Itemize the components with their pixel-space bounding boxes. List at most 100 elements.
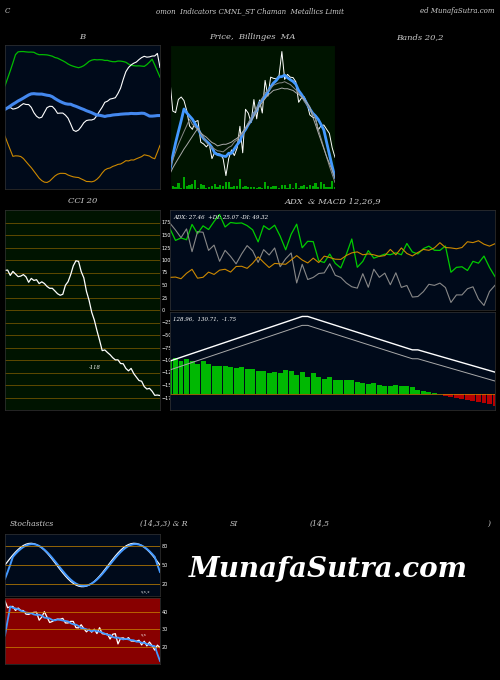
Bar	[372, 383, 376, 394]
Bar	[283, 370, 288, 394]
Bar	[298, 188, 300, 189]
Bar	[244, 369, 250, 394]
Bar	[278, 373, 282, 394]
Bar	[272, 372, 277, 394]
Bar	[217, 366, 222, 394]
Bar	[256, 371, 260, 394]
Bar	[328, 377, 332, 394]
Bar	[355, 381, 360, 394]
Bar	[202, 185, 204, 189]
Text: B: B	[80, 33, 86, 41]
Bar	[222, 367, 228, 394]
Bar	[266, 373, 272, 394]
Bar	[178, 360, 184, 394]
Bar	[322, 184, 325, 189]
Text: Stochastics: Stochastics	[10, 520, 54, 528]
Bar	[410, 388, 415, 394]
Bar	[230, 187, 232, 189]
Bar	[322, 379, 326, 394]
Bar	[190, 361, 194, 394]
Bar	[331, 181, 334, 189]
Text: Bands 20,2: Bands 20,2	[396, 33, 444, 41]
Bar	[250, 369, 255, 394]
Bar	[399, 386, 404, 394]
Bar	[200, 361, 205, 394]
Bar	[350, 379, 354, 394]
Bar	[338, 380, 343, 394]
Bar	[421, 391, 426, 394]
Bar	[316, 377, 321, 394]
Bar	[205, 188, 208, 189]
Bar	[168, 360, 172, 394]
Bar	[326, 187, 328, 189]
Bar	[465, 394, 470, 400]
Bar	[186, 186, 188, 189]
Text: 128.96,  130.71,  -1.75: 128.96, 130.71, -1.75	[174, 317, 236, 322]
Bar	[242, 188, 244, 189]
Bar	[228, 182, 230, 189]
Bar	[192, 184, 194, 189]
Bar	[366, 384, 371, 394]
Bar	[320, 182, 322, 189]
Bar	[303, 185, 306, 189]
Bar	[470, 394, 476, 401]
Bar	[208, 188, 210, 189]
Text: MunafaSutra.com: MunafaSutra.com	[188, 556, 468, 583]
Bar	[388, 386, 393, 394]
Bar	[197, 188, 199, 189]
Bar	[333, 381, 338, 394]
Bar	[432, 393, 437, 394]
Bar	[487, 394, 492, 405]
Bar	[305, 377, 310, 394]
Bar	[317, 187, 320, 189]
Bar	[308, 186, 311, 189]
Bar	[184, 359, 189, 394]
Text: C: C	[5, 7, 10, 15]
Bar	[173, 358, 178, 394]
Text: ed MunafaSutra.com: ed MunafaSutra.com	[420, 7, 495, 15]
Bar	[261, 371, 266, 394]
Bar	[482, 394, 486, 403]
Bar	[178, 183, 180, 189]
Bar	[174, 187, 176, 189]
Bar	[267, 186, 269, 189]
Bar	[492, 394, 498, 405]
Bar	[222, 186, 224, 189]
Bar	[253, 188, 255, 189]
Bar	[233, 186, 235, 189]
Text: SI: SI	[230, 520, 238, 528]
Bar	[382, 386, 388, 394]
Bar	[256, 188, 258, 189]
Bar	[234, 368, 238, 394]
Bar	[300, 186, 302, 189]
Bar	[195, 364, 200, 394]
Bar	[454, 394, 459, 398]
Bar	[172, 186, 174, 189]
Bar	[404, 386, 409, 394]
Bar	[236, 186, 238, 189]
Bar	[261, 188, 264, 189]
Bar	[300, 371, 304, 394]
Bar	[239, 180, 241, 189]
Bar	[448, 394, 454, 396]
Bar	[443, 394, 448, 396]
Text: (14,5: (14,5	[310, 520, 330, 528]
Bar	[306, 187, 308, 189]
Bar	[239, 367, 244, 394]
Bar	[416, 390, 420, 394]
Bar	[194, 180, 196, 189]
Text: ADX  & MACD 12,26,9: ADX & MACD 12,26,9	[284, 197, 381, 205]
Bar	[212, 366, 216, 394]
Bar	[247, 188, 250, 189]
Bar	[183, 177, 185, 189]
Bar	[360, 383, 366, 394]
Text: omon  Indicators CMNL_ST Chaman  Metallics Limit: omon Indicators CMNL_ST Chaman Metallics…	[156, 7, 344, 15]
Bar	[211, 186, 213, 189]
Bar	[314, 184, 316, 189]
Bar	[310, 373, 316, 394]
Bar	[294, 183, 297, 189]
Bar	[228, 367, 233, 394]
Bar	[289, 184, 292, 189]
Text: CCI 20: CCI 20	[68, 197, 97, 205]
Bar	[476, 394, 481, 402]
